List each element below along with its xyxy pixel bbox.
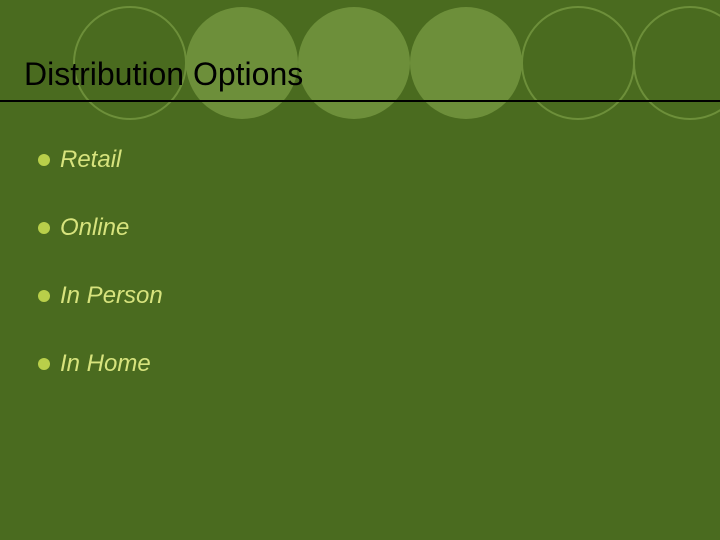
slide: Distribution Options Retail Online In Pers… [0, 0, 720, 540]
bullet-item: Retail [38, 148, 163, 172]
bullet-dot-icon [38, 290, 50, 302]
bullet-item: In Person [38, 284, 163, 308]
decorative-circle [634, 7, 720, 119]
decorative-circle [298, 7, 410, 119]
bullet-label: In Home [60, 352, 151, 376]
bullet-item: In Home [38, 352, 163, 376]
bullet-dot-icon [38, 154, 50, 166]
bullet-label: Retail [60, 148, 121, 172]
slide-title: Distribution Options [24, 56, 303, 93]
title-underline [0, 100, 720, 102]
bullet-list: Retail Online In Person In Home [38, 148, 163, 376]
bullet-label: Online [60, 216, 129, 240]
decorative-circle [522, 7, 634, 119]
bullet-item: Online [38, 216, 163, 240]
bullet-dot-icon [38, 222, 50, 234]
bullet-dot-icon [38, 358, 50, 370]
decorative-circle [410, 7, 522, 119]
bullet-label: In Person [60, 284, 163, 308]
